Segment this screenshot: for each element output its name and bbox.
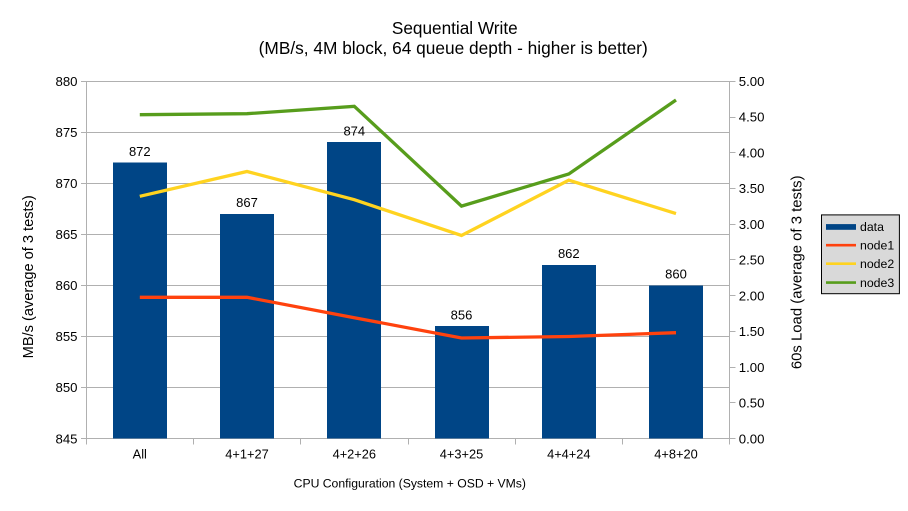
- svg-text:860: 860: [665, 267, 687, 282]
- svg-text:4+3+25: 4+3+25: [440, 447, 483, 462]
- svg-text:60s Load (average of 3 tests): 60s Load (average of 3 tests): [790, 175, 806, 369]
- svg-text:data: data: [860, 220, 884, 234]
- svg-text:860: 860: [55, 278, 77, 293]
- svg-text:865: 865: [55, 227, 77, 242]
- svg-text:node1: node1: [860, 239, 894, 253]
- svg-text:856: 856: [451, 308, 473, 323]
- svg-text:4+4+24: 4+4+24: [547, 447, 590, 462]
- svg-text:875: 875: [55, 125, 77, 140]
- svg-text:node3: node3: [860, 276, 894, 290]
- svg-text:CPU Configuration (System + OS: CPU Configuration (System + OSD + VMs): [294, 477, 526, 491]
- svg-text:4.50: 4.50: [739, 110, 765, 125]
- svg-text:874: 874: [343, 124, 365, 139]
- svg-text:2.50: 2.50: [739, 253, 765, 268]
- svg-text:4+2+26: 4+2+26: [333, 447, 376, 462]
- svg-text:867: 867: [236, 195, 258, 210]
- svg-text:1.00: 1.00: [739, 360, 765, 375]
- svg-text:880: 880: [55, 74, 77, 89]
- svg-text:4+8+20: 4+8+20: [654, 447, 697, 462]
- svg-text:862: 862: [558, 246, 580, 261]
- svg-text:872: 872: [129, 144, 151, 159]
- svg-text:node2: node2: [860, 257, 894, 271]
- svg-text:2.00: 2.00: [739, 288, 765, 303]
- svg-text:855: 855: [55, 329, 77, 344]
- svg-text:850: 850: [55, 380, 77, 395]
- svg-text:5.00: 5.00: [739, 74, 765, 89]
- svg-text:(MB/s, 4M block, 64 queue dept: (MB/s, 4M block, 64 queue depth - higher…: [259, 38, 648, 58]
- svg-text:MB/s (average of 3 tests): MB/s (average of 3 tests): [21, 195, 37, 358]
- svg-text:3.00: 3.00: [739, 217, 765, 232]
- svg-text:4.00: 4.00: [739, 145, 765, 160]
- svg-text:All: All: [133, 447, 147, 462]
- svg-text:0.00: 0.00: [739, 431, 765, 446]
- svg-text:Sequential Write: Sequential Write: [392, 18, 518, 38]
- svg-text:0.50: 0.50: [739, 396, 765, 411]
- svg-text:870: 870: [55, 176, 77, 191]
- svg-text:1.50: 1.50: [739, 324, 765, 339]
- svg-text:845: 845: [55, 431, 77, 446]
- svg-text:3.50: 3.50: [739, 181, 765, 196]
- svg-text:4+1+27: 4+1+27: [225, 447, 268, 462]
